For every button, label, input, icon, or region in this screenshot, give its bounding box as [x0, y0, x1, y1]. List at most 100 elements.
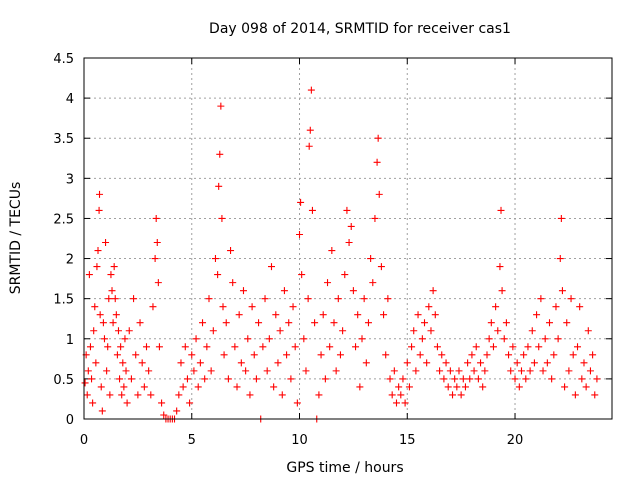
data-point	[183, 375, 191, 383]
data-point	[91, 303, 99, 311]
data-point	[558, 287, 566, 295]
data-point	[297, 198, 305, 206]
data-point	[205, 295, 213, 303]
data-point	[173, 407, 181, 415]
data-point	[466, 375, 474, 383]
data-point	[149, 303, 157, 311]
x-tick-label: 10	[291, 433, 308, 448]
data-point	[468, 351, 476, 359]
data-point	[403, 359, 411, 367]
data-point	[589, 351, 597, 359]
data-point	[522, 375, 530, 383]
data-point	[145, 367, 153, 375]
data-point	[122, 367, 130, 375]
data-point	[565, 367, 573, 375]
data-point	[158, 399, 166, 407]
y-tick-label: 1	[66, 333, 74, 348]
data-point	[276, 327, 284, 335]
data-point	[86, 343, 94, 351]
data-point	[563, 319, 571, 327]
data-point	[541, 335, 549, 343]
data-point	[278, 391, 286, 399]
data-point	[526, 367, 534, 375]
data-point	[93, 263, 101, 271]
data-point	[224, 375, 232, 383]
data-point	[242, 367, 250, 375]
data-point	[425, 303, 433, 311]
data-point	[405, 383, 413, 391]
data-point	[160, 411, 168, 419]
data-point	[470, 367, 478, 375]
data-point	[477, 359, 485, 367]
data-point	[246, 391, 254, 399]
data-point	[289, 303, 297, 311]
data-point	[233, 383, 241, 391]
data-point	[412, 367, 420, 375]
data-point	[446, 367, 454, 375]
data-point	[304, 295, 312, 303]
data-point	[449, 391, 457, 399]
data-point	[216, 150, 224, 158]
data-point	[229, 279, 237, 287]
data-point	[591, 391, 599, 399]
data-point	[550, 351, 558, 359]
data-point	[539, 367, 547, 375]
data-point	[121, 335, 129, 343]
data-point	[105, 295, 113, 303]
data-point	[125, 327, 133, 335]
y-tick-labels: 0 0.5 1 1.5 2 2.5 3 3.5 4 4.5	[53, 52, 74, 428]
data-point	[227, 247, 235, 255]
data-point	[130, 295, 138, 303]
data-point	[373, 158, 381, 166]
data-point	[332, 367, 340, 375]
data-point	[399, 375, 407, 383]
data-point	[111, 295, 119, 303]
data-point	[457, 391, 465, 399]
data-point	[306, 126, 314, 134]
data-point	[556, 255, 564, 263]
data-point	[100, 335, 108, 343]
x-tick-label: 15	[399, 433, 416, 448]
data-point	[561, 383, 569, 391]
data-point	[474, 375, 482, 383]
data-point	[217, 102, 225, 110]
data-point	[255, 319, 263, 327]
data-point	[110, 263, 118, 271]
data-point	[96, 190, 104, 198]
data-point	[438, 351, 446, 359]
data-point	[287, 375, 295, 383]
data-point	[528, 327, 536, 335]
data-point	[392, 399, 400, 407]
data-point	[440, 375, 448, 383]
data-point	[498, 287, 506, 295]
data-point	[427, 327, 435, 335]
data-point	[511, 375, 519, 383]
data-point	[89, 399, 97, 407]
data-point	[397, 391, 405, 399]
data-point	[95, 206, 103, 214]
data-point	[395, 383, 403, 391]
x-tick-label: 5	[188, 433, 196, 448]
data-point	[296, 230, 304, 238]
data-point	[280, 287, 288, 295]
data-point	[116, 375, 124, 383]
data-point	[500, 335, 508, 343]
y-tick-label: 0.5	[53, 373, 74, 388]
data-point	[557, 214, 565, 222]
data-point	[181, 343, 189, 351]
data-point	[152, 214, 160, 222]
data-point	[127, 375, 135, 383]
data-point	[433, 343, 441, 351]
data-point	[578, 375, 586, 383]
data-point	[300, 335, 308, 343]
data-point	[334, 295, 342, 303]
data-point	[211, 255, 219, 263]
data-point	[517, 367, 525, 375]
data-point	[472, 343, 480, 351]
data-point	[84, 367, 92, 375]
data-point	[410, 327, 418, 335]
data-point	[108, 287, 116, 295]
data-point	[487, 319, 495, 327]
data-point	[192, 335, 200, 343]
